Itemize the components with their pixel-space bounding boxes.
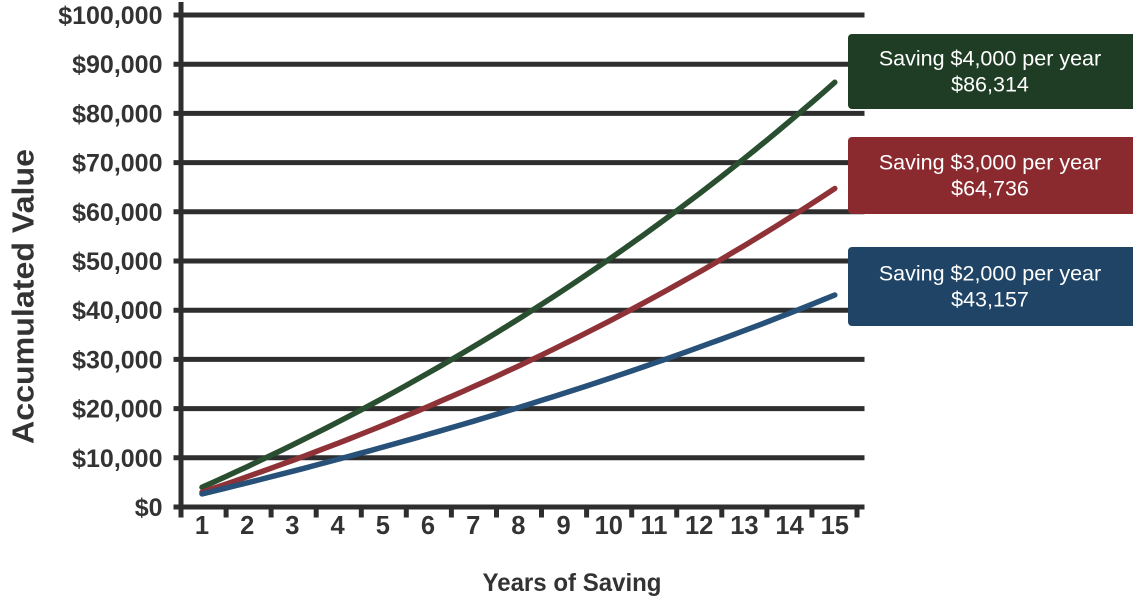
svg-text:Saving $2,000 per year: Saving $2,000 per year [879, 262, 1101, 286]
svg-text:Years of Saving: Years of Saving [483, 569, 662, 597]
svg-text:8: 8 [511, 512, 525, 540]
svg-text:$20,000: $20,000 [72, 396, 162, 424]
svg-text:7: 7 [466, 512, 480, 540]
svg-text:$50,000: $50,000 [72, 248, 162, 276]
svg-text:9: 9 [557, 512, 571, 540]
svg-text:10: 10 [595, 512, 623, 540]
svg-text:5: 5 [376, 512, 390, 540]
svg-text:6: 6 [421, 512, 435, 540]
svg-text:$43,157: $43,157 [951, 288, 1029, 312]
svg-text:$40,000: $40,000 [72, 297, 162, 325]
svg-text:$60,000: $60,000 [72, 199, 162, 227]
svg-text:Saving $4,000 per year: Saving $4,000 per year [879, 47, 1101, 71]
svg-text:13: 13 [730, 512, 758, 540]
svg-text:$10,000: $10,000 [72, 445, 162, 473]
svg-text:3: 3 [285, 512, 299, 540]
svg-text:11: 11 [641, 512, 668, 540]
svg-text:$100,000: $100,000 [58, 2, 162, 30]
svg-text:$30,000: $30,000 [72, 346, 162, 374]
svg-text:1: 1 [195, 512, 209, 540]
svg-text:$90,000: $90,000 [72, 51, 162, 79]
svg-text:12: 12 [685, 512, 713, 540]
svg-text:$70,000: $70,000 [72, 150, 162, 178]
svg-text:$86,314: $86,314 [951, 73, 1029, 97]
svg-text:Saving $3,000 per year: Saving $3,000 per year [879, 151, 1101, 175]
svg-text:Accumulated Value: Accumulated Value [6, 149, 41, 444]
svg-text:15: 15 [821, 512, 849, 540]
svg-text:$80,000: $80,000 [72, 100, 162, 128]
svg-text:2: 2 [240, 512, 254, 540]
svg-text:4: 4 [331, 512, 346, 540]
svg-text:14: 14 [775, 512, 804, 540]
svg-text:$64,736: $64,736 [951, 177, 1029, 201]
svg-text:$0: $0 [135, 494, 163, 522]
